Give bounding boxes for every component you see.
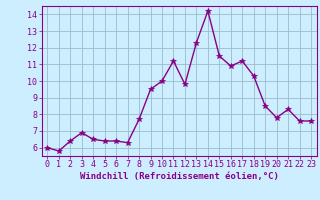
X-axis label: Windchill (Refroidissement éolien,°C): Windchill (Refroidissement éolien,°C) <box>80 172 279 181</box>
